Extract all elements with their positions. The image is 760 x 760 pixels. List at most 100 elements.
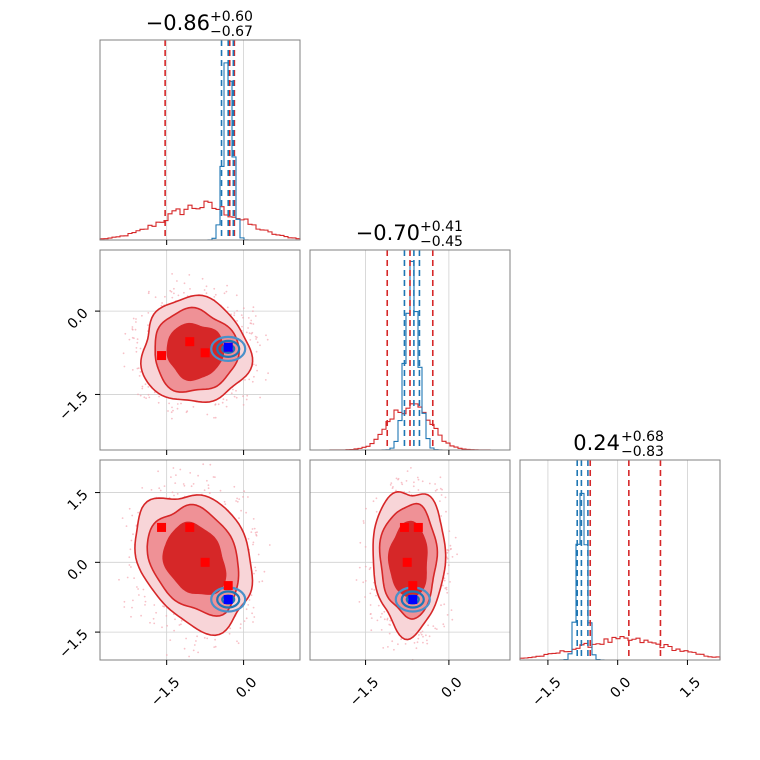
- scatter-point: [196, 635, 199, 638]
- scatter-point: [219, 489, 222, 492]
- scatter-point: [131, 336, 134, 339]
- scatter-point: [364, 565, 367, 568]
- scatter-point: [144, 604, 146, 606]
- scatter-point: [247, 604, 250, 606]
- scatter-point: [251, 528, 254, 530]
- scatter-point: [128, 507, 131, 510]
- x-tick-label: −1.5: [347, 674, 382, 709]
- scatter-point: [173, 629, 176, 632]
- scatter-point: [251, 380, 254, 383]
- scatter-point: [389, 484, 392, 486]
- scatter-point: [408, 491, 411, 493]
- scatter-point: [412, 485, 415, 488]
- scatter-point: [233, 395, 236, 398]
- scatter-point: [250, 322, 253, 325]
- scatter-point: [265, 334, 267, 337]
- scatter-point: [158, 487, 161, 490]
- scatter-point: [235, 294, 238, 297]
- scatter-point: [176, 493, 179, 495]
- scatter-point: [192, 483, 195, 485]
- scatter-point: [358, 566, 361, 569]
- scatter-point: [173, 287, 175, 290]
- panel-frame: [99, 249, 301, 451]
- scatter-point: [138, 594, 140, 596]
- scatter-point: [422, 635, 424, 638]
- scatter-point: [139, 371, 142, 373]
- scatter-point: [172, 409, 174, 412]
- scatter-point: [131, 514, 134, 517]
- scatter-point: [261, 580, 264, 583]
- scatter-point: [236, 640, 238, 643]
- scatter-point: [267, 372, 269, 375]
- scatter-point: [445, 510, 447, 513]
- scatter-point: [380, 629, 383, 631]
- scatter-point: [135, 347, 138, 349]
- scatter-point: [213, 296, 216, 298]
- scatter-point: [421, 480, 424, 483]
- scatter-point: [185, 637, 188, 640]
- scatter-point: [446, 614, 449, 616]
- scatter-point: [439, 500, 441, 502]
- scatter-point: [253, 572, 255, 575]
- scatter-point: [131, 328, 134, 330]
- scatter-point: [132, 317, 135, 320]
- scatter-point: [183, 647, 186, 650]
- marker-red: [157, 522, 167, 532]
- scatter-point: [153, 391, 156, 394]
- scatter-point: [147, 386, 150, 388]
- scatter-point: [233, 314, 236, 317]
- scatter-point: [155, 611, 158, 614]
- scatter-point: [203, 637, 206, 639]
- scatter-point: [249, 339, 252, 341]
- scatter-point: [454, 536, 457, 539]
- scatter-point: [254, 335, 257, 338]
- scatter-point: [404, 643, 407, 645]
- scatter-point: [225, 399, 228, 401]
- scatter-point: [441, 488, 443, 491]
- scatter-point: [445, 588, 448, 591]
- scatter-point: [171, 296, 174, 299]
- scatter-point: [236, 497, 239, 500]
- panel-frame: [519, 459, 721, 661]
- scatter-point: [130, 615, 132, 618]
- scatter-point: [255, 569, 257, 572]
- scatter-point: [443, 577, 446, 580]
- scatter-point: [383, 618, 386, 621]
- title-param-1-minus: −0.67: [210, 24, 253, 40]
- scatter-point: [147, 324, 149, 326]
- scatter-point: [173, 292, 175, 295]
- scatter-point: [441, 584, 444, 587]
- scatter-point: [169, 289, 172, 292]
- scatter-point: [164, 295, 166, 298]
- scatter-point: [157, 401, 160, 404]
- scatter-point: [434, 627, 437, 630]
- scatter-point: [245, 398, 248, 401]
- scatter-point: [159, 489, 162, 492]
- scatter-point: [253, 375, 255, 378]
- scatter-point: [422, 641, 424, 644]
- y-tick-label: −1.5: [56, 626, 91, 661]
- scatter-point: [132, 533, 134, 536]
- scatter-point: [377, 604, 380, 607]
- scatter-point: [373, 589, 376, 591]
- scatter-point: [248, 378, 251, 381]
- scatter-point: [364, 596, 366, 598]
- scatter-point: [443, 603, 446, 606]
- scatter-point: [213, 646, 216, 648]
- scatter-point: [362, 522, 365, 524]
- scatter-point: [369, 592, 372, 595]
- scatter-point: [253, 616, 256, 618]
- y-tick-label: 1.5: [65, 487, 92, 514]
- scatter-point: [137, 511, 140, 514]
- scatter-point: [413, 481, 415, 484]
- scatter-point: [123, 606, 126, 608]
- scatter-point: [379, 616, 382, 618]
- scatter-point: [144, 383, 147, 386]
- marker-red: [200, 557, 210, 567]
- contour-blue-level-2: [216, 339, 241, 358]
- marker-red: [408, 581, 418, 591]
- title-param-1: −0.86: [146, 11, 210, 35]
- scatter-point: [174, 482, 177, 484]
- scatter-point: [240, 314, 243, 316]
